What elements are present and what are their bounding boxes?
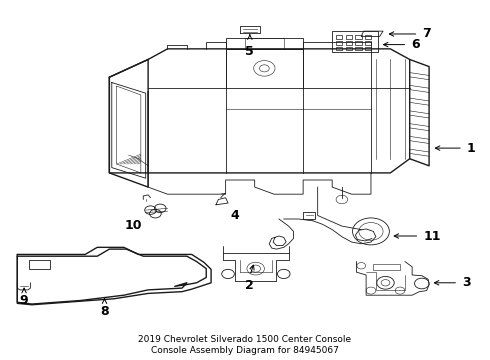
Text: 2: 2 <box>245 279 254 292</box>
Text: 9: 9 <box>20 294 28 307</box>
Text: 4: 4 <box>231 209 240 222</box>
Bar <box>365 41 371 45</box>
Text: 3: 3 <box>462 276 471 289</box>
Bar <box>346 41 352 45</box>
Bar <box>336 41 343 45</box>
Bar <box>332 31 378 53</box>
Bar <box>29 260 50 269</box>
Bar <box>336 47 343 50</box>
Text: 1: 1 <box>467 141 476 154</box>
Bar <box>346 35 352 39</box>
Bar <box>355 35 362 39</box>
Bar <box>355 47 362 50</box>
Bar <box>365 47 371 50</box>
Text: 10: 10 <box>125 219 142 232</box>
Text: 8: 8 <box>100 305 109 318</box>
Text: 2019 Chevrolet Silverado 1500 Center Console
Console Assembly Diagram for 849450: 2019 Chevrolet Silverado 1500 Center Con… <box>139 335 351 355</box>
Text: 5: 5 <box>245 45 254 58</box>
Bar <box>336 35 343 39</box>
Bar <box>373 264 400 270</box>
Text: 6: 6 <box>411 38 420 51</box>
Bar <box>346 47 352 50</box>
Bar <box>365 35 371 39</box>
Text: 7: 7 <box>422 27 431 40</box>
Text: 11: 11 <box>423 230 441 243</box>
Bar <box>355 41 362 45</box>
